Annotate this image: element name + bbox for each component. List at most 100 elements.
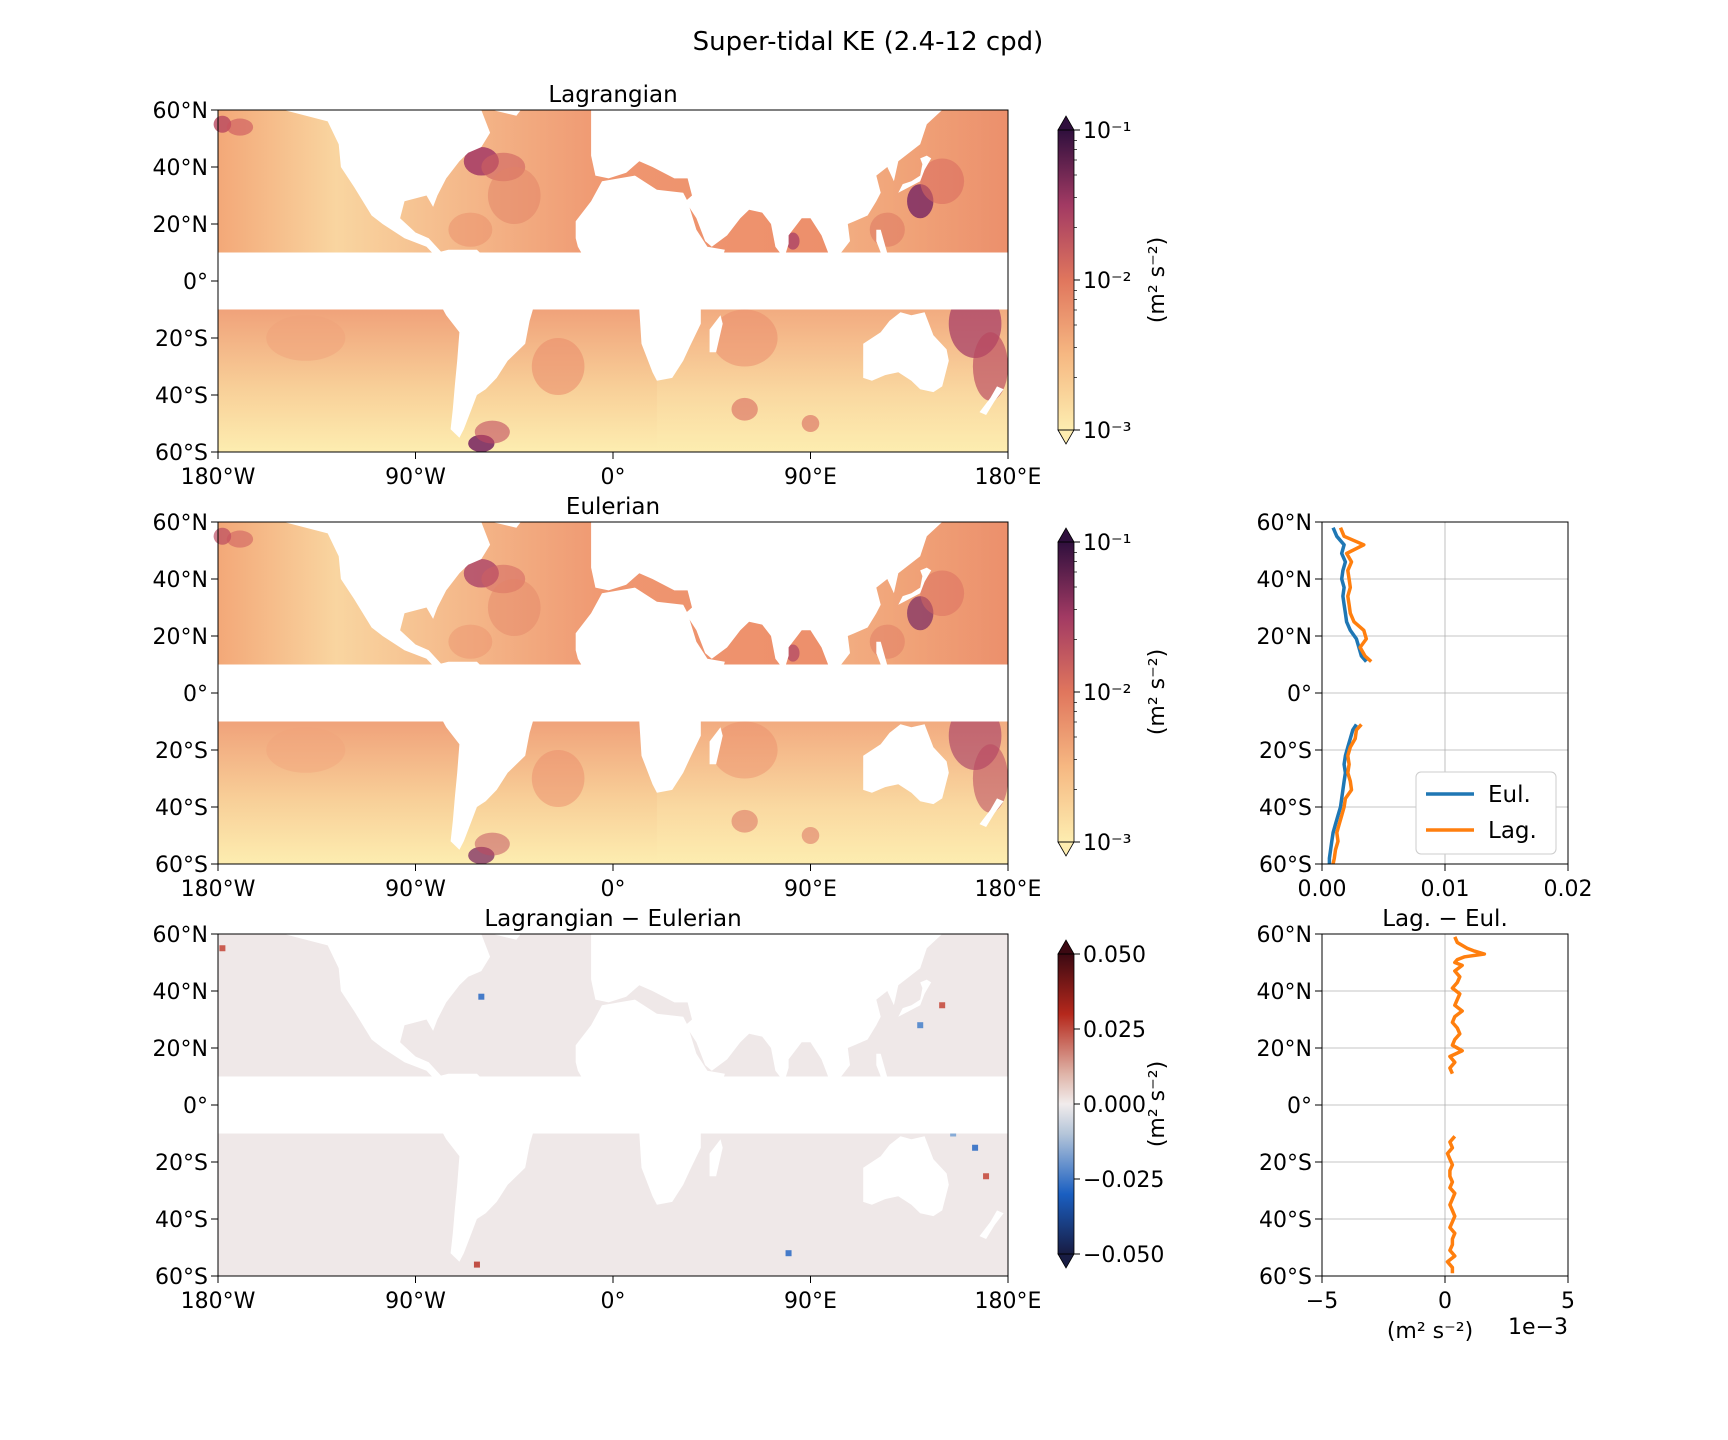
land-mask bbox=[863, 312, 949, 393]
y-tick-label: 60°N bbox=[153, 923, 208, 948]
y-tick-label: 60°S bbox=[1259, 1265, 1312, 1290]
land-mask bbox=[709, 315, 723, 353]
y-tick-label: 40°S bbox=[1259, 1208, 1312, 1233]
colorbar-tick-label: 0.000 bbox=[1083, 1093, 1146, 1118]
hotspot bbox=[920, 158, 965, 205]
map-panel-difference: Lagrangian − Eulerian 60°N 40°N 20°N 0° 20°S 4… bbox=[153, 906, 1042, 1314]
hotspot bbox=[474, 832, 510, 856]
ocean-south bbox=[218, 1133, 1008, 1276]
colorbar-eulerian: 10⁻¹ 10⁻² 10⁻³ (m² s⁻²) bbox=[1057, 527, 1170, 857]
land-mask bbox=[591, 522, 943, 688]
land-mask bbox=[244, 934, 491, 1083]
y-tick-label: 20°S bbox=[155, 327, 208, 352]
y-tick-label: 40°S bbox=[155, 1208, 208, 1233]
x-tick-label: 0 bbox=[1438, 1289, 1452, 1314]
y-tick-label: 40°S bbox=[155, 796, 208, 821]
x-tick-label: 90°W bbox=[385, 1289, 446, 1314]
land-mask bbox=[599, 115, 616, 139]
hotspot bbox=[266, 315, 346, 361]
y-tick-label: 40°S bbox=[1259, 796, 1312, 821]
y-tick-label: 60°N bbox=[153, 511, 208, 536]
hotspot bbox=[226, 530, 254, 548]
hotspot bbox=[972, 332, 1008, 401]
difference-speckle bbox=[972, 1144, 979, 1151]
x-tick-label: 180°W bbox=[181, 1289, 256, 1314]
y-tick-label: 40°N bbox=[153, 980, 208, 1005]
x-tick-label: 0.02 bbox=[1544, 877, 1593, 902]
x-tick-label: 0° bbox=[601, 1289, 626, 1314]
difference-speckle bbox=[478, 993, 485, 1000]
colorbar-tick-label: 10⁻³ bbox=[1083, 419, 1131, 444]
land-mask bbox=[560, 510, 585, 514]
land-mask bbox=[709, 1139, 723, 1177]
land-mask bbox=[492, 522, 521, 528]
y-tick-label: 20°S bbox=[1259, 1151, 1312, 1176]
x-tick-label: 180°E bbox=[975, 1289, 1042, 1314]
colorbar-tick-label: 0.025 bbox=[1083, 1018, 1146, 1043]
y-tick-label: 60°N bbox=[1257, 923, 1312, 948]
hotspot bbox=[448, 212, 493, 247]
y-tick-label: 40°N bbox=[1257, 568, 1312, 593]
land-mask bbox=[863, 1136, 949, 1217]
line-panel-zonal-mean: 60°N 40°N 20°N 0° 20°S 40°S 60°S0.00 0.01 0.02 Eu… bbox=[1257, 511, 1593, 902]
x-tick-label: 90°W bbox=[385, 877, 446, 902]
hotspot bbox=[869, 624, 905, 659]
y-tick-label: 0° bbox=[183, 270, 208, 295]
land-mask bbox=[560, 98, 585, 102]
y-tick-label: 60°N bbox=[1257, 511, 1312, 536]
land-mask bbox=[898, 155, 932, 193]
series-line-eul bbox=[1331, 527, 1368, 663]
colorbar-tick-label: 10⁻² bbox=[1083, 681, 1131, 706]
y-tick-label: 0° bbox=[1287, 682, 1312, 707]
series-line-lag bbox=[1338, 527, 1373, 663]
land-mask bbox=[492, 110, 521, 116]
land-mask bbox=[979, 386, 1004, 415]
hotspot bbox=[907, 596, 934, 631]
difference-speckle bbox=[473, 1261, 480, 1268]
series-line-lag bbox=[1331, 723, 1363, 865]
colorbar-tick-label: −0.025 bbox=[1083, 1168, 1164, 1193]
x-tick-label: 180°E bbox=[975, 877, 1042, 902]
x-tick-label: 180°W bbox=[181, 465, 256, 490]
land-mask bbox=[599, 527, 616, 551]
hotspot bbox=[801, 826, 820, 845]
y-tick-label: 60°S bbox=[1259, 853, 1312, 878]
colorbar-label: (m² s⁻²) bbox=[1145, 649, 1170, 735]
x-tick-label: 180°W bbox=[181, 877, 256, 902]
series-line-difference bbox=[1448, 936, 1487, 1075]
line-panel-zonal-difference: 60°N 40°N 20°N 0° 20°S 40°S 60°S−5 0 5 Lag. − Eul… bbox=[1257, 906, 1575, 1344]
line-panel-title: Lag. − Eul. bbox=[1382, 906, 1508, 932]
hotspot bbox=[266, 727, 346, 773]
land-mask bbox=[244, 110, 491, 259]
colorbar-label: (m² s⁻²) bbox=[1145, 237, 1170, 323]
hotspot bbox=[869, 212, 905, 247]
colorbar-tick-label: 10⁻² bbox=[1083, 269, 1131, 294]
hotspot bbox=[731, 397, 758, 421]
colorbar-gradient bbox=[1058, 542, 1074, 842]
colorbar-tick-label: −0.050 bbox=[1083, 1243, 1164, 1268]
y-tick-label: 40°S bbox=[155, 384, 208, 409]
y-tick-label: 20°N bbox=[1257, 1037, 1312, 1062]
y-tick-label: 20°N bbox=[153, 1037, 208, 1062]
colorbar-extend-max bbox=[1057, 939, 1075, 955]
colorbar-tick-label: 10⁻³ bbox=[1083, 831, 1131, 856]
colorbar-extend-max bbox=[1057, 115, 1075, 131]
x-tick-label: 90°E bbox=[784, 877, 837, 902]
x-tick-label: 5 bbox=[1561, 1289, 1575, 1314]
x-axis-scale-label: 1e−3 bbox=[1508, 1315, 1568, 1340]
colorbar-gradient bbox=[1058, 954, 1074, 1254]
colorbar-tick-label: 10⁻¹ bbox=[1083, 119, 1131, 144]
equatorial-gap bbox=[218, 664, 1008, 722]
hotspot bbox=[786, 232, 800, 250]
y-tick-label: 20°S bbox=[155, 1151, 208, 1176]
hotspot bbox=[487, 579, 541, 636]
colorbar-label: (m² s⁻²) bbox=[1145, 1061, 1170, 1147]
land-mask bbox=[709, 727, 723, 765]
hotspot bbox=[531, 750, 585, 807]
colorbar-tick-label: 0.050 bbox=[1083, 943, 1146, 968]
x-tick-label: 90°E bbox=[784, 465, 837, 490]
hotspot bbox=[487, 167, 541, 224]
hotspot bbox=[801, 414, 820, 433]
y-tick-label: 20°N bbox=[153, 625, 208, 650]
